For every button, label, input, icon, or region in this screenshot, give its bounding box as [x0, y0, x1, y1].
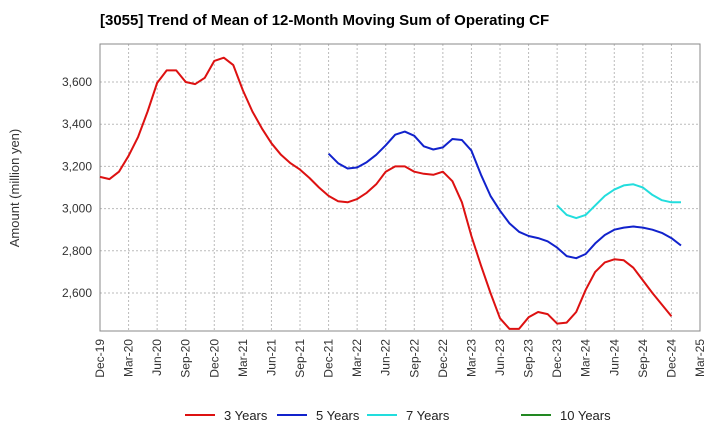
series-line-3-years [99, 56, 673, 330]
y-tick-label: 2,600 [62, 286, 92, 300]
x-tick-label: Mar-20 [122, 339, 136, 377]
x-tick-label: Sep-24 [636, 339, 650, 378]
y-tick-label: 3,400 [62, 117, 92, 131]
plot-frame [99, 43, 701, 332]
x-tick-label: Mar-25 [693, 339, 707, 377]
x-tick-label: Jun-24 [607, 339, 621, 376]
x-tick-label: Mar-24 [579, 339, 593, 377]
x-tick-label: Jun-21 [264, 339, 278, 376]
x-tick-label: Jun-22 [379, 339, 393, 376]
x-tick-label: Dec-24 [664, 339, 678, 378]
x-tick-label: Dec-20 [207, 339, 221, 378]
x-tick-label: Sep-22 [407, 339, 421, 378]
x-tick-label: Mar-21 [236, 339, 250, 377]
y-axis-ticks: 2,600 2,800 3,000 3,200 3,400 3,600 [62, 75, 92, 300]
x-tick-label: Dec-19 [93, 339, 107, 378]
x-tick-label: Dec-22 [436, 339, 450, 378]
x-tick-label: Sep-21 [293, 339, 307, 378]
legend-3-years-label: 3 Years [224, 408, 268, 423]
x-tick-label: Dec-21 [322, 339, 336, 378]
y-axis-label: Amount (million yen) [7, 129, 22, 248]
legend-10-years-label: 10 Years [560, 408, 611, 423]
x-tick-label: Mar-23 [464, 339, 478, 377]
x-tick-label: Mar-22 [350, 339, 364, 377]
series-group [99, 56, 682, 330]
legend: 3 Years 5 Years 7 Years 10 Years [185, 408, 611, 423]
y-tick-label: 3,000 [62, 202, 92, 216]
chart-title: [3055] Trend of Mean of 12-Month Moving … [100, 12, 549, 29]
legend-5-years-label: 5 Years [316, 408, 360, 423]
grid [99, 44, 701, 331]
legend-7-years-label: 7 Years [406, 408, 450, 423]
x-tick-label: Dec-23 [550, 339, 564, 378]
y-tick-label: 2,800 [62, 244, 92, 258]
series-line-7-years [556, 183, 681, 220]
x-tick-label: Jun-23 [493, 339, 507, 376]
x-tick-label: Sep-23 [522, 339, 536, 378]
y-tick-label: 3,200 [62, 159, 92, 173]
x-axis-ticks: Dec-19 Mar-20 Jun-20 Sep-20 Dec-20 Mar-21 Jun-… [93, 339, 707, 378]
series-line-5-years [327, 130, 682, 260]
x-tick-label: Sep-20 [179, 339, 193, 378]
x-tick-label: Jun-20 [150, 339, 164, 376]
y-tick-label: 3,600 [62, 75, 92, 89]
